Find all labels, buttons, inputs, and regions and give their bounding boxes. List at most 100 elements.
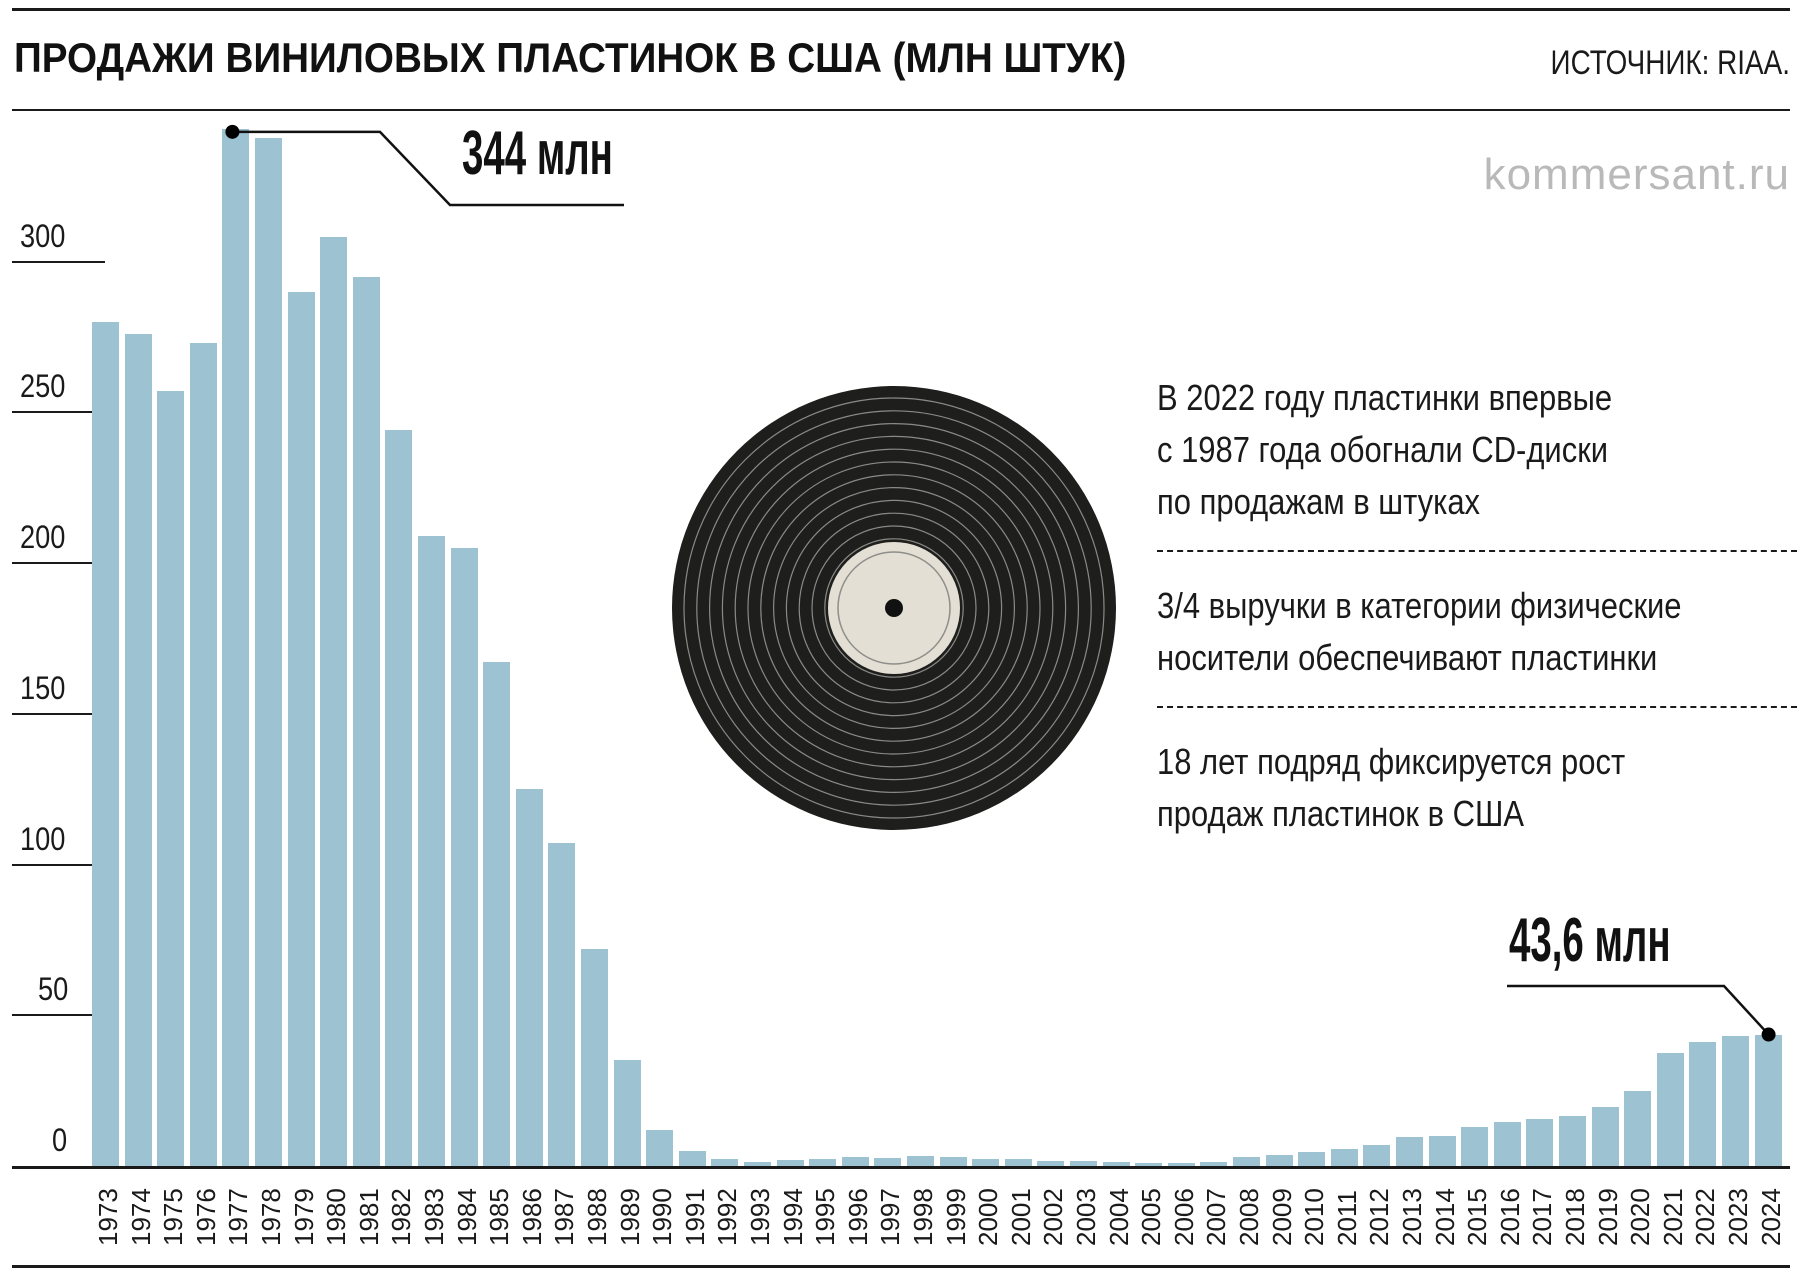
bar-1994 <box>776 1160 804 1166</box>
bar-2003 <box>1070 1161 1097 1166</box>
x-tick-label: 2012 <box>1364 1188 1395 1246</box>
x-tick-label: 1983 <box>419 1188 449 1246</box>
bar-2016 <box>1493 1122 1521 1166</box>
x-tick-label: 2022 <box>1690 1188 1721 1246</box>
x-tick-label: 1997 <box>875 1188 906 1246</box>
bar-1975 <box>157 391 185 1166</box>
bar-1982 <box>385 430 413 1166</box>
y-tick-label: 250 <box>20 368 66 405</box>
x-tick-label: 1992 <box>712 1188 743 1246</box>
bar-2023 <box>1722 1036 1749 1166</box>
x-tick-label: 1979 <box>288 1188 319 1246</box>
x-tick-label: 1986 <box>516 1188 547 1246</box>
x-tick-label: 2021 <box>1657 1188 1688 1246</box>
x-tick-label: 1980 <box>321 1188 352 1246</box>
bar-1974 <box>124 333 152 1166</box>
bar-2004 <box>1102 1161 1130 1166</box>
y-tick-label: 100 <box>20 820 66 857</box>
bar-1993 <box>744 1162 771 1166</box>
x-tick-label: 2020 <box>1625 1188 1656 1246</box>
x-tick-label: 2013 <box>1397 1188 1427 1246</box>
bar-2021 <box>1656 1052 1684 1166</box>
y-tick-line <box>12 562 92 564</box>
x-tick-label: 1974 <box>125 1188 156 1246</box>
header-rule <box>12 109 1790 111</box>
x-tick-label: 2005 <box>1136 1188 1167 1246</box>
top-rule <box>12 8 1790 11</box>
bar-2020 <box>1624 1090 1652 1166</box>
latest-callout-label: 43,6 млн <box>1509 906 1671 975</box>
x-tick-label: 2008 <box>1234 1188 1264 1246</box>
x-axis-baseline <box>12 1166 1790 1169</box>
bar-2000 <box>972 1159 1000 1166</box>
bar-2002 <box>1037 1160 1065 1166</box>
bar-2022 <box>1689 1042 1717 1166</box>
bar-1983 <box>418 535 445 1166</box>
y-tick-label: 200 <box>20 519 66 555</box>
x-tick-label: 1975 <box>158 1188 189 1246</box>
x-tick-label: 1977 <box>223 1188 254 1246</box>
x-tick-label: 1994 <box>777 1188 808 1246</box>
bar-1997 <box>874 1157 902 1166</box>
bar-1973 <box>92 321 119 1166</box>
y-tick-label: 50 <box>38 971 69 1008</box>
bar-1977 <box>222 128 250 1166</box>
x-tick-label: 2007 <box>1201 1188 1232 1246</box>
x-tick-label: 1985 <box>484 1188 515 1246</box>
x-tick-label: 1989 <box>614 1188 645 1246</box>
x-tick-label: 2006 <box>1168 1188 1199 1246</box>
x-tick-label: 2019 <box>1592 1188 1623 1246</box>
bar-2012 <box>1363 1144 1391 1166</box>
y-tick-label: 150 <box>20 669 66 706</box>
x-tick-label: 1982 <box>386 1188 417 1246</box>
x-tick-label: 2018 <box>1560 1188 1590 1246</box>
y-tick-line <box>12 1014 92 1017</box>
bar-1999 <box>939 1157 967 1166</box>
x-tick-label: 2001 <box>1005 1188 1036 1246</box>
bar-2024 <box>1754 1034 1782 1166</box>
y-tick-line <box>12 863 92 866</box>
x-tick-label: 1998 <box>908 1188 938 1246</box>
x-tick-label: 2024 <box>1755 1188 1786 1246</box>
bar-2019 <box>1591 1107 1619 1166</box>
x-tick-label: 1993 <box>745 1188 775 1246</box>
x-tick-label: 2003 <box>1071 1188 1101 1246</box>
x-tick-label: 2016 <box>1494 1188 1525 1246</box>
watermark: kommersant.ru <box>1483 150 1790 199</box>
bar-1984 <box>450 547 478 1166</box>
bar-1996 <box>841 1157 869 1166</box>
bar-2007 <box>1200 1162 1228 1166</box>
bar-2008 <box>1233 1157 1260 1166</box>
x-tick-label: 2023 <box>1723 1188 1753 1246</box>
x-tick-label: 2000 <box>973 1188 1004 1246</box>
chart-title: ПРОДАЖИ ВИНИЛОВЫХ ПЛАСТИНОК В США (МЛН Ш… <box>14 34 1126 82</box>
x-tick-label: 1995 <box>810 1188 841 1246</box>
x-tick-label: 2017 <box>1527 1188 1558 1246</box>
bar-2009 <box>1265 1155 1293 1166</box>
x-tick-label: 2011 <box>1331 1190 1362 1246</box>
bar-1991 <box>678 1150 706 1166</box>
x-tick-label: 1981 <box>353 1188 384 1246</box>
bar-1995 <box>809 1159 837 1166</box>
x-tick-label: 2010 <box>1299 1188 1330 1246</box>
title-unit: (МЛН ШТУК) <box>892 34 1127 81</box>
y-tick-line <box>12 411 92 414</box>
title-main: ПРОДАЖИ ВИНИЛОВЫХ ПЛАСТИНОК В США <box>14 34 882 81</box>
x-tick-label: 1990 <box>647 1188 678 1246</box>
x-tick-label: 1987 <box>549 1188 580 1246</box>
bar-2013 <box>1396 1137 1423 1166</box>
x-tick-label: 2014 <box>1429 1188 1460 1246</box>
x-tick-label: 1976 <box>190 1188 221 1246</box>
y-tick-label: 300 <box>20 217 66 254</box>
bar-1976 <box>189 342 217 1166</box>
bar-1990 <box>646 1129 674 1166</box>
bar-2011 <box>1330 1149 1358 1166</box>
x-tick-label: 2009 <box>1266 1188 1297 1246</box>
peak-callout-label: 344 млн <box>462 119 613 188</box>
fact-3: 18 лет подряд фиксируется рост продаж пл… <box>1157 741 1626 834</box>
y-tick-label: 0 <box>52 1122 68 1158</box>
source-note: ИСТОЧНИК: RIAA. <box>1550 44 1790 82</box>
x-tick-label: 1996 <box>842 1188 873 1246</box>
bar-2015 <box>1461 1126 1489 1166</box>
bar-1986 <box>515 789 543 1166</box>
